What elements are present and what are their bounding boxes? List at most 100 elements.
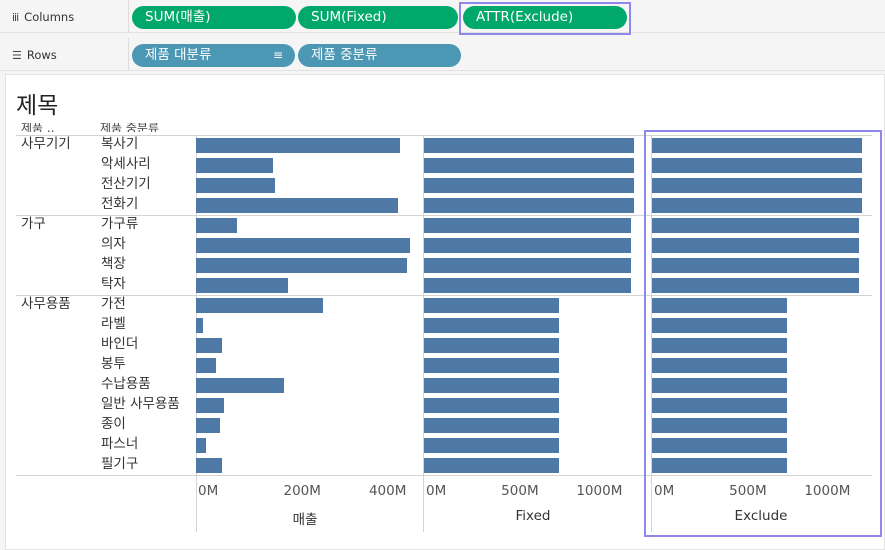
columns-icon: iii (12, 10, 19, 24)
subcategory-label: 전화기 (101, 196, 139, 212)
bar-mark (652, 138, 863, 153)
subcategory-label: 복사기 (101, 136, 139, 152)
axis-tick-label: 400M (368, 483, 407, 499)
bar-mark (424, 198, 635, 213)
bar-mark (196, 438, 207, 453)
row-header-subcategory[interactable]: 제품 중분류 (100, 123, 160, 132)
bar-mark (652, 338, 788, 353)
subcategory-label: 봉투 (101, 356, 126, 372)
bar-mark (196, 298, 323, 313)
bar-mark (196, 318, 204, 333)
bar-mark (196, 158, 273, 173)
subcategory-label: 전산기기 (101, 176, 151, 192)
bar-mark (652, 318, 788, 333)
subcategory-label: 일반 사무용품 (101, 396, 180, 412)
subcategory-label: 탁자 (101, 276, 126, 292)
axis-tick-label: 1000M (804, 483, 851, 499)
subcategory-label: 파스너 (101, 436, 139, 452)
bar-mark (424, 258, 632, 273)
shelf-divider (128, 0, 129, 32)
shelf-divider (128, 38, 129, 70)
subcategory-label: 악세사리 (101, 156, 151, 172)
bar-mark (196, 218, 238, 233)
bar-mark (424, 238, 632, 253)
axis-tick-label: 500M (729, 483, 767, 499)
bar-mark (196, 358, 217, 373)
bar-mark (652, 238, 860, 253)
rows-icon: ☰ (12, 48, 22, 62)
rows-shelf: ☰ Rows 제품 대분류 ≡ 제품 중분류 (0, 38, 885, 71)
bar-mark (196, 418, 220, 433)
pane-divider (423, 135, 424, 532)
sheet-title: 제목 (16, 93, 59, 119)
bar-mark (424, 438, 560, 453)
subcategory-label: 종이 (101, 416, 126, 432)
bar-mark (196, 278, 289, 293)
sort-icon: ≡ (272, 48, 283, 62)
top-line (16, 135, 872, 136)
bar-mark (196, 458, 222, 473)
bar-mark (424, 318, 560, 333)
axis-title: Exclude (734, 508, 788, 524)
subcategory-label: 의자 (101, 236, 126, 252)
bar-mark (424, 298, 560, 313)
category-label: 가구 (21, 216, 46, 232)
category-label: 사무용품 (21, 296, 71, 312)
bar-mark (424, 338, 560, 353)
group-separator (16, 215, 872, 216)
rows-shelf-label: ☰ Rows (12, 47, 57, 63)
category-label: 사무기기 (21, 136, 71, 152)
bar-mark (196, 258, 408, 273)
bar-mark (196, 178, 275, 193)
bar-mark (652, 358, 788, 373)
columns-shelf: iii Columns SUM(매출) SUM(Fixed) ATTR(Excl… (0, 0, 885, 33)
bar-mark (652, 458, 788, 473)
row-header-strip: 제품 .. 제품 중분류 (16, 123, 196, 132)
axis-tick-label: 500M (501, 483, 539, 499)
bar-mark (652, 218, 860, 233)
axis-tick-label: 1000M (576, 483, 623, 499)
bar-mark (652, 258, 860, 273)
bar-mark (424, 398, 560, 413)
bar-mark (424, 378, 560, 393)
subcategory-label: 라벨 (101, 316, 126, 332)
bar-mark (652, 278, 860, 293)
row-header-category[interactable]: 제품 .. (21, 123, 55, 132)
axis-title: Fixed (515, 508, 551, 524)
bar-mark (196, 238, 410, 253)
bar-mark (424, 418, 560, 433)
bar-mark (424, 278, 632, 293)
bar-mark (652, 298, 788, 313)
bar-mark (652, 438, 788, 453)
pill-attr-exclude[interactable]: ATTR(Exclude) (463, 6, 627, 29)
bar-mark (196, 398, 224, 413)
bar-mark (196, 198, 398, 213)
axis-baseline (16, 475, 872, 476)
columns-label: Columns (24, 10, 75, 24)
bar-mark (424, 178, 635, 193)
subcategory-label: 수납용품 (101, 376, 151, 392)
pane-divider (651, 135, 652, 532)
bar-mark (652, 198, 863, 213)
subcategory-label: 필기구 (101, 456, 139, 472)
pill-sum-sales[interactable]: SUM(매출) (132, 6, 296, 29)
bar-mark (424, 358, 560, 373)
subcategory-label: 가구류 (101, 216, 139, 232)
axis-tick-label: 0M (198, 483, 219, 499)
bar-mark (652, 378, 788, 393)
pill-product-category-label: 제품 대분류 (145, 47, 212, 63)
pill-sum-fixed[interactable]: SUM(Fixed) (298, 6, 458, 29)
columns-shelf-label: iii Columns (12, 9, 74, 25)
bar-mark (196, 378, 285, 393)
pane-divider (196, 135, 197, 532)
bar-mark (196, 138, 401, 153)
axis-tick-label: 0M (426, 483, 447, 499)
axis-tick-label: 0M (654, 483, 675, 499)
bar-mark (652, 398, 788, 413)
bar-mark (424, 458, 560, 473)
bar-mark (424, 218, 632, 233)
pill-product-category[interactable]: 제품 대분류 ≡ (132, 44, 295, 67)
subcategory-label: 책장 (101, 256, 126, 272)
bar-mark (652, 418, 788, 433)
pill-product-subcategory[interactable]: 제품 중분류 (298, 44, 461, 67)
